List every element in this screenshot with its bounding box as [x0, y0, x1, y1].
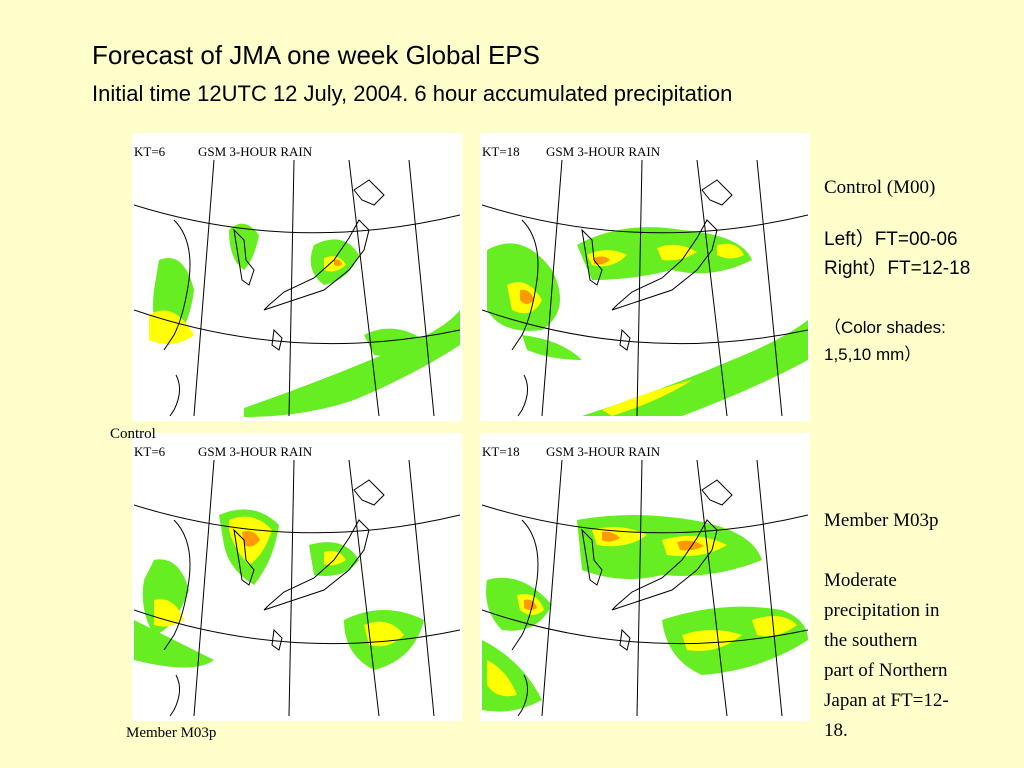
panel-kt-label: KT=18 [482, 444, 520, 459]
member-desc-line: part of Northern [824, 660, 948, 681]
rain-shading [134, 509, 424, 670]
grid-lines [134, 160, 460, 417]
rain-shading [487, 227, 808, 416]
member-note-title: Member M03p [824, 510, 939, 531]
panel-header: GSM 3-HOUR RAIN [198, 144, 313, 159]
member-desc-line: Japan at FT=12- [824, 690, 949, 711]
panel-kt-label: KT=6 [134, 144, 166, 159]
grid-lines [482, 460, 808, 717]
member-desc-line: precipitation in [824, 600, 940, 621]
map-panel-control-kt6: KT=6 GSM 3-HOUR RAIN [132, 133, 462, 421]
panel-kt-label: KT=18 [482, 144, 520, 159]
map-panel-control-kt18: KT=18 GSM 3-HOUR RAIN [480, 133, 810, 421]
coastlines [163, 479, 385, 717]
map-panel-member-kt18: KT=18 GSM 3-HOUR RAIN [480, 433, 810, 721]
coastlines [511, 479, 733, 717]
slide-subtitle: Initial time 12UTC 12 July, 2004. 6 hour… [92, 81, 733, 106]
panel-kt-label: KT=6 [134, 444, 166, 459]
precipitation-map [482, 460, 808, 717]
panel-header: GSM 3-HOUR RAIN [546, 144, 661, 159]
coastlines [511, 179, 733, 417]
member-desc-line: 18. [824, 720, 848, 741]
color-shades-note-line1: （Color shades: [824, 318, 946, 337]
grid-lines [482, 160, 808, 417]
color-shades-note-line2: 1,5,10 mm） [824, 345, 922, 364]
control-note-title: Control (M00) [824, 177, 936, 198]
left-ft-note: Left）FT=00-06 [824, 229, 958, 250]
grid-lines [134, 460, 460, 717]
rain-shading [149, 223, 460, 417]
member-desc-line: Moderate [824, 570, 897, 591]
precipitation-map [134, 460, 460, 717]
right-ft-note: Right）FT=12-18 [824, 258, 971, 279]
slide-title: Forecast of JMA one week Global EPS [92, 40, 540, 70]
member-label: Member M03p [126, 725, 217, 741]
precipitation-map [482, 160, 808, 417]
control-label: Control [110, 426, 156, 442]
precipitation-map [134, 160, 460, 417]
panel-header: GSM 3-HOUR RAIN [198, 444, 313, 459]
panel-header: GSM 3-HOUR RAIN [546, 444, 661, 459]
member-desc-line: the southern [824, 630, 918, 651]
coastlines [163, 179, 385, 417]
map-panel-member-kt6: KT=6 GSM 3-HOUR RAIN [132, 433, 462, 721]
